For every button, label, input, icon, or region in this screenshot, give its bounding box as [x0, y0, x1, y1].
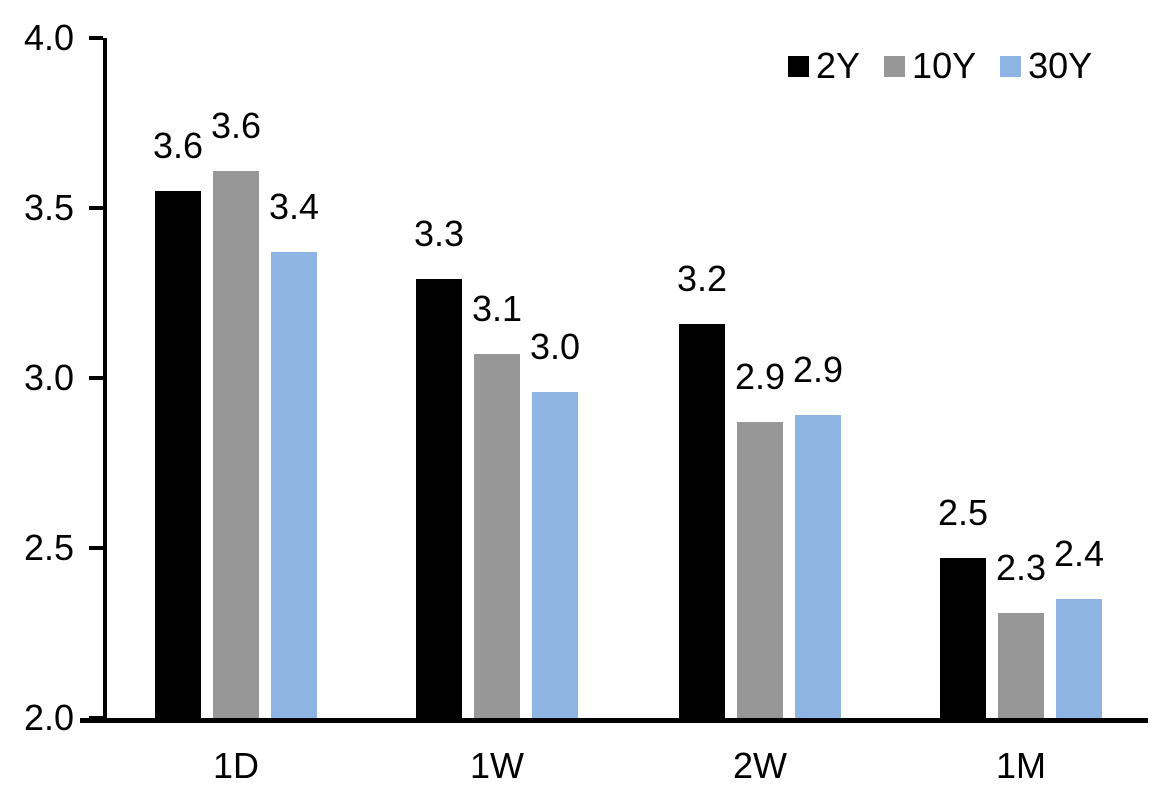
y-axis-tick — [89, 716, 103, 720]
y-tick-label: 2.0 — [23, 697, 74, 738]
y-axis-tick — [89, 36, 103, 40]
bar-value-label: 3.6 — [152, 125, 204, 166]
y-tick-label: 2.5 — [23, 527, 74, 568]
bar-30Y-1W — [532, 391, 578, 718]
x-category-label: 1W — [470, 745, 524, 786]
y-axis-line — [103, 38, 107, 723]
legend-item-10Y: 10Y — [884, 46, 976, 86]
legend-label: 10Y — [912, 45, 977, 86]
bar-value-label: 3.6 — [210, 104, 262, 146]
bar-value-label: 2.5 — [937, 492, 989, 534]
y-axis-tick — [89, 206, 103, 210]
legend-swatch-icon — [1000, 55, 1022, 77]
bar-value-label: 3.0 — [529, 325, 581, 367]
bar-2Y-1D — [155, 191, 201, 718]
bar-10Y-1D — [213, 170, 259, 718]
bar-10Y-1W — [474, 354, 520, 718]
x-category-label: 1D — [212, 745, 260, 786]
bar-30Y-2W — [795, 415, 841, 718]
x-category-label: 2W — [733, 745, 787, 786]
legend-swatch-icon — [788, 55, 809, 77]
y-axis-tick — [89, 376, 103, 380]
bar-value-label: 2.9 — [792, 349, 844, 391]
y-tick-label: 3.0 — [23, 357, 74, 398]
legend-label: 30Y — [1028, 45, 1093, 86]
bar-2Y-1M — [940, 558, 986, 718]
legend-swatch-icon — [884, 55, 906, 77]
bar-10Y-1M — [998, 612, 1044, 718]
bar-value-label: 2.4 — [1053, 533, 1105, 574]
legend-item-30Y: 30Y — [1000, 46, 1092, 86]
legend-item-2Y: 2Y — [788, 46, 860, 86]
legend: 2Y 10Y 30Y — [788, 46, 1092, 86]
bar-value-label: 3.4 — [268, 186, 320, 228]
legend-label: 2Y — [816, 45, 861, 86]
bar-30Y-1D — [271, 252, 317, 718]
bar-value-label: 3.1 — [471, 288, 523, 330]
bar-value-label: 3.3 — [413, 213, 465, 255]
bar-2Y-1W — [416, 279, 462, 718]
bar-value-label: 2.9 — [734, 356, 786, 398]
bar-value-label: 3.2 — [676, 257, 728, 299]
bar-value-label: 2.3 — [995, 546, 1047, 588]
bar-30Y-1M — [1056, 599, 1102, 718]
x-axis-line — [80, 718, 1148, 723]
y-axis-tick — [89, 546, 103, 550]
x-category-label: 1M — [995, 745, 1046, 786]
bar-10Y-2W — [737, 422, 783, 718]
y-tick-label: 3.5 — [23, 187, 74, 228]
bar-2Y-2W — [679, 323, 725, 718]
y-tick-label: 4.0 — [23, 17, 74, 58]
